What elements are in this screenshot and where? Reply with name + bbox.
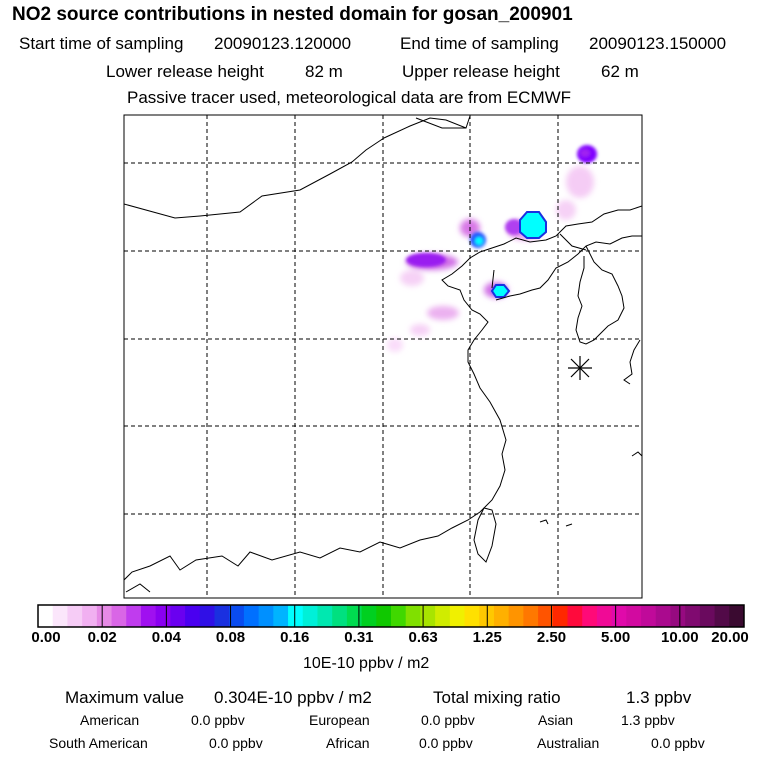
upper-height-label: Upper release height <box>402 62 560 81</box>
colorbar-tick-label: 5.00 <box>601 629 631 646</box>
colorbar-swatch <box>626 605 642 627</box>
colorbar-tick-label: 0.16 <box>280 629 310 646</box>
map-panel <box>124 115 642 598</box>
colorbar-swatch <box>67 605 83 627</box>
colorbar-swatch <box>111 605 127 627</box>
colorbar-swatch <box>229 605 245 627</box>
colorbar-swatch <box>493 605 510 627</box>
colorbar-swatch <box>52 605 68 627</box>
start-time-label: Start time of sampling <box>19 34 184 53</box>
colorbar-swatch <box>155 605 171 627</box>
region-name: European <box>309 712 370 728</box>
map-frame <box>123 114 643 599</box>
region-name: Asian <box>538 712 574 728</box>
colorbar-swatch <box>140 605 157 627</box>
max-value-label: Maximum value <box>65 688 185 707</box>
colorbar-swatch <box>582 605 598 627</box>
colorbar-swatch <box>596 605 613 627</box>
region-name: South American <box>49 735 148 751</box>
colorbar-swatch <box>317 605 333 627</box>
graticule <box>124 115 642 598</box>
colorbar-swatch <box>199 605 215 627</box>
colorbar-tick-label: 20.00 <box>711 629 749 646</box>
colorbar <box>38 605 745 627</box>
colorbar-unit: 10E-10 ppbv / m2 <box>303 655 430 672</box>
region-value: 0.0 ppbv <box>209 735 263 751</box>
colorbar-swatch <box>523 605 539 627</box>
colorbar-tick-label: 0.08 <box>215 629 246 646</box>
colorbar-tick-label: 0.31 <box>344 629 374 646</box>
colorbar-tick-label: 0.00 <box>31 629 61 646</box>
asterisk-icon <box>568 356 592 380</box>
region-value: 0.0 ppbv <box>651 735 705 751</box>
colorbar-swatch <box>435 605 451 627</box>
colorbar-tick-label: 2.50 <box>536 629 567 646</box>
colorbar-swatch <box>361 605 377 627</box>
colorbar-tick-label: 10.00 <box>661 629 699 646</box>
colorbar-tick-label: 0.04 <box>151 629 181 646</box>
colorbar-swatch <box>82 605 98 627</box>
region-value: 0.0 ppbv <box>419 735 473 751</box>
colorbar-swatch <box>641 605 657 627</box>
colorbar-swatch <box>729 605 745 627</box>
upper-height-value: 62 m <box>601 62 639 81</box>
colorbar-swatch <box>420 605 436 627</box>
colorbar-swatch <box>391 605 407 627</box>
colorbar-swatch <box>611 605 627 627</box>
end-time-value: 20090123.150000 <box>589 34 727 53</box>
max-value: 0.304E-10 ppbv / m2 <box>214 688 372 707</box>
start-time-value: 20090123.120000 <box>214 34 352 53</box>
colorbar-swatch <box>552 605 568 627</box>
colorbar-swatch <box>464 605 480 627</box>
tracer-note: Passive tracer used, meteorological data… <box>127 88 572 107</box>
colorbar-swatch <box>714 605 730 627</box>
colorbar-tick-label: 0.02 <box>87 629 117 646</box>
region-value: 1.3 ppbv <box>621 712 675 728</box>
colorbar-swatch <box>302 605 318 627</box>
colorbar-swatch <box>273 605 289 627</box>
region-value: 0.0 ppbv <box>421 712 475 728</box>
end-time-label: End time of sampling <box>400 34 559 53</box>
lower-height-label: Lower release height <box>106 62 264 81</box>
colorbar-swatch <box>699 605 716 627</box>
coastlines <box>124 115 642 593</box>
colorbar-swatch <box>508 605 524 627</box>
colorbar-swatch <box>655 605 671 627</box>
colorbar-swatch <box>332 605 348 627</box>
lower-height-value: 82 m <box>305 62 343 81</box>
region-name: African <box>326 735 370 751</box>
colorbar-swatch <box>214 605 230 627</box>
colorbar-swatch <box>288 605 304 627</box>
colorbar-swatch <box>346 605 363 627</box>
colorbar-tick-label: 0.63 <box>408 629 438 646</box>
region-value: 0.0 ppbv <box>191 712 245 728</box>
colorbar-tick-label: 1.25 <box>472 629 502 646</box>
region-name: Australian <box>537 735 600 751</box>
colorbar-swatch <box>567 605 583 627</box>
region-name: American <box>80 712 140 728</box>
page-title: NO2 source contributions in nested domai… <box>12 4 573 25</box>
colorbar-swatch <box>96 605 113 627</box>
colorbar-swatch <box>170 605 186 627</box>
colorbar-swatch <box>38 605 54 627</box>
colorbar-swatch <box>376 605 392 627</box>
colorbar-swatch <box>405 605 421 627</box>
colorbar-swatch <box>538 605 554 627</box>
colorbar-swatch <box>258 605 274 627</box>
colorbar-swatch <box>185 605 201 627</box>
total-mixing-value: 1.3 ppbv <box>626 688 692 707</box>
colorbar-swatch <box>243 605 260 627</box>
concentration-plumes <box>387 145 597 352</box>
colorbar-swatch <box>670 605 686 627</box>
colorbar-swatch <box>126 605 142 627</box>
colorbar-frame <box>37 604 745 628</box>
colorbar-swatch <box>449 605 466 627</box>
colorbar-swatch <box>685 605 701 627</box>
total-mixing-label: Total mixing ratio <box>433 688 561 707</box>
